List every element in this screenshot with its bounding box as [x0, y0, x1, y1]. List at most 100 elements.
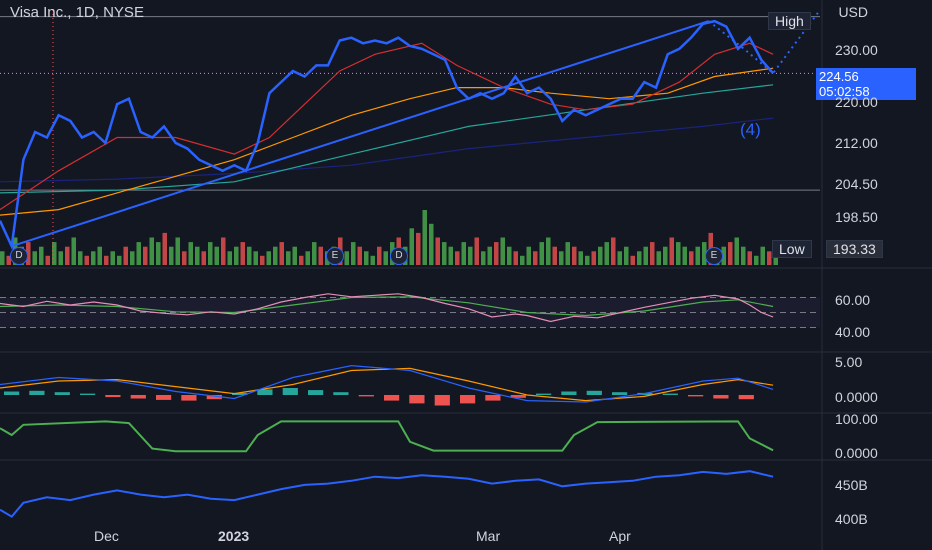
volume-bar — [721, 246, 726, 265]
volume-bar — [422, 210, 427, 265]
volume-bar — [754, 255, 759, 265]
ma-long-series — [0, 117, 774, 183]
volume-bar — [273, 246, 278, 265]
volume-bar — [663, 246, 668, 265]
volume-bar — [617, 251, 622, 266]
volume-bar — [455, 251, 460, 266]
volume-bar — [767, 251, 772, 266]
macd-hist-bar — [130, 395, 146, 399]
macd-hist-bar — [54, 392, 70, 395]
rsi-signal-series — [0, 296, 774, 317]
earnings-marker[interactable]: E — [326, 247, 344, 265]
volume-bar — [552, 246, 557, 265]
volume-bar — [487, 246, 492, 265]
volume-bar — [84, 255, 89, 265]
volume-bar — [78, 251, 83, 266]
volume-bar — [500, 237, 505, 265]
volume-bar — [201, 251, 206, 266]
volume-bar — [526, 246, 531, 265]
volume-bar — [318, 246, 323, 265]
earnings-marker[interactable]: E — [705, 247, 723, 265]
currency-label: USD — [838, 4, 868, 20]
x-tick: Apr — [609, 528, 631, 544]
macd-tick: 0.0000 — [835, 389, 878, 405]
volume-bar — [461, 242, 466, 265]
volume-bar — [533, 251, 538, 266]
macd-hist-bar — [434, 395, 450, 406]
volume-bar — [611, 237, 616, 265]
volume-bar — [175, 237, 180, 265]
macd-hist-bar — [460, 395, 476, 404]
macd-hist-bar — [536, 393, 552, 395]
volume-bar — [598, 246, 603, 265]
macd-hist-bar — [662, 393, 678, 395]
volume-bar — [351, 242, 356, 265]
volume-bar — [91, 251, 96, 266]
volume-bar — [565, 242, 570, 265]
ma-mid-series — [0, 67, 774, 216]
volume-bar — [747, 251, 752, 266]
volume-bar — [97, 246, 102, 265]
volume-bar — [143, 246, 148, 265]
volume-bar — [110, 251, 115, 266]
volume-bar — [6, 255, 11, 265]
volume-bar — [208, 242, 213, 265]
price-tick: 204.50 — [835, 176, 878, 192]
volume-bar — [383, 251, 388, 266]
volume-bar — [253, 251, 258, 266]
macd-tick: 5.00 — [835, 354, 863, 370]
volume-bar — [442, 242, 447, 265]
volume-bar — [58, 251, 63, 266]
volume-bar — [656, 251, 661, 266]
volume-bar — [448, 246, 453, 265]
volume-bar — [0, 251, 5, 266]
macd-hist-bar — [181, 395, 197, 401]
obv-series — [0, 470, 774, 518]
macd-hist-bar — [29, 390, 45, 395]
volume-bar — [481, 251, 486, 266]
volume-bar — [260, 255, 265, 265]
volume-bar — [299, 255, 304, 265]
volume-bar — [494, 242, 499, 265]
volume-bar — [364, 251, 369, 266]
volume-bar — [305, 251, 310, 266]
countdown-tag: 05:02:58 — [816, 83, 916, 100]
volume-bar — [169, 246, 174, 265]
price-tick: 230.00 — [835, 42, 878, 58]
stoch-tick: 0.0000 — [835, 445, 878, 461]
volume-bar — [578, 251, 583, 266]
rsi-tick: 40.00 — [835, 324, 871, 340]
obv-tick: 450B — [835, 477, 868, 493]
volume-bar — [377, 246, 382, 265]
macd-hist-bar — [612, 392, 628, 395]
volume-bar — [572, 246, 577, 265]
dividend-marker[interactable]: D — [10, 247, 28, 265]
volume-bar — [312, 242, 317, 265]
x-tick: 2023 — [218, 528, 250, 544]
volume-bar — [409, 228, 414, 265]
volume-bar — [702, 242, 707, 265]
stoch-series — [0, 420, 774, 453]
stoch-tick: 100.00 — [835, 411, 878, 427]
macd-hist-bar — [308, 390, 324, 395]
volume-bar — [435, 237, 440, 265]
volume-bar — [344, 251, 349, 266]
volume-bar — [292, 246, 297, 265]
volume-bar — [689, 251, 694, 266]
macd-hist-bar — [561, 391, 577, 395]
volume-bar — [279, 242, 284, 265]
macd-hist-bar — [713, 395, 729, 399]
macd-hist-bar — [688, 395, 704, 397]
volume-bar — [669, 237, 674, 265]
macd-hist-bar — [358, 395, 374, 397]
trendline — [11, 20, 710, 248]
volume-bar — [513, 251, 518, 266]
dividend-marker[interactable]: D — [390, 247, 408, 265]
volume-bar — [221, 237, 226, 265]
price-tick: 198.50 — [835, 209, 878, 225]
obv-tick: 400B — [835, 511, 868, 527]
volume-bar — [507, 246, 512, 265]
high-label: High — [768, 12, 811, 30]
macd-hist-bar — [80, 393, 96, 395]
